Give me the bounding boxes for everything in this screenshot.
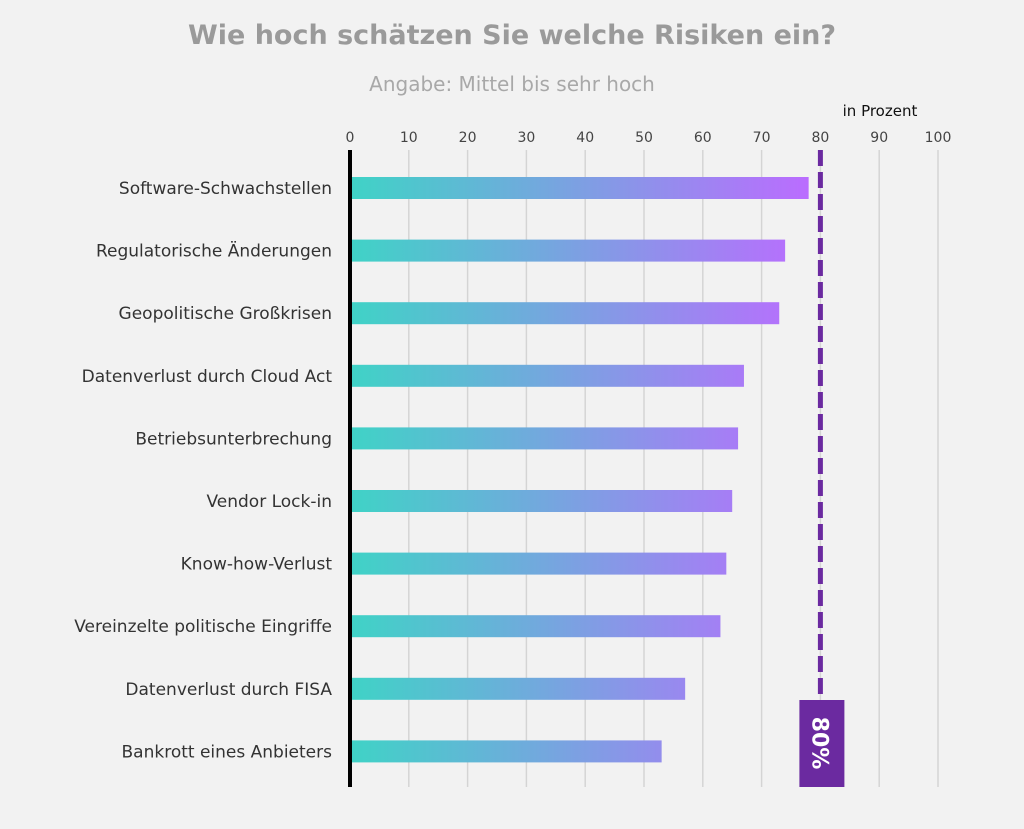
bar xyxy=(350,177,809,199)
bar xyxy=(350,740,662,763)
bar xyxy=(350,552,727,575)
x-tick-label: 80 xyxy=(811,130,829,146)
category-label: Geopolitische Großkrisen xyxy=(119,304,332,324)
category-label: Datenverlust durch Cloud Act xyxy=(82,367,333,387)
x-tick-label: 40 xyxy=(576,130,594,146)
category-label: Datenverlust durch FISA xyxy=(125,680,332,700)
category-label: Bankrott eines Anbieters xyxy=(122,742,333,762)
category-label: Betriebsunterbrechung xyxy=(135,429,332,449)
chart-subtitle: Angabe: Mittel bis sehr hoch xyxy=(369,72,655,96)
x-tick-label: 90 xyxy=(870,130,888,146)
bar xyxy=(350,677,686,700)
reference-badge xyxy=(799,700,845,787)
category-label: Vereinzelte politische Eingriffe xyxy=(74,617,332,637)
x-tick-label: 50 xyxy=(635,130,653,146)
bar xyxy=(350,615,721,638)
x-tick-label: 10 xyxy=(400,130,418,146)
category-label: Regulatorische Änderungen xyxy=(96,241,332,262)
bar xyxy=(350,364,744,387)
bar xyxy=(350,302,780,325)
x-tick-label: 30 xyxy=(517,130,535,146)
unit-label: in Prozent xyxy=(843,102,918,120)
x-tick-label: 0 xyxy=(346,130,355,146)
x-tick-label: 70 xyxy=(753,130,771,146)
category-label: Software-Schwachstellen xyxy=(119,179,332,199)
bar xyxy=(350,239,786,262)
bar xyxy=(350,427,739,450)
chart-title: Wie hoch schätzen Sie welche Risiken ein… xyxy=(187,20,837,51)
reference-label: 80% xyxy=(806,717,831,770)
category-label: Know-how-Verlust xyxy=(181,555,333,575)
category-label: Vendor Lock-in xyxy=(206,492,332,512)
bar xyxy=(350,490,733,512)
x-tick-label: 100 xyxy=(925,130,952,146)
x-tick-label: 60 xyxy=(694,130,712,146)
x-tick-label: 20 xyxy=(459,130,477,146)
